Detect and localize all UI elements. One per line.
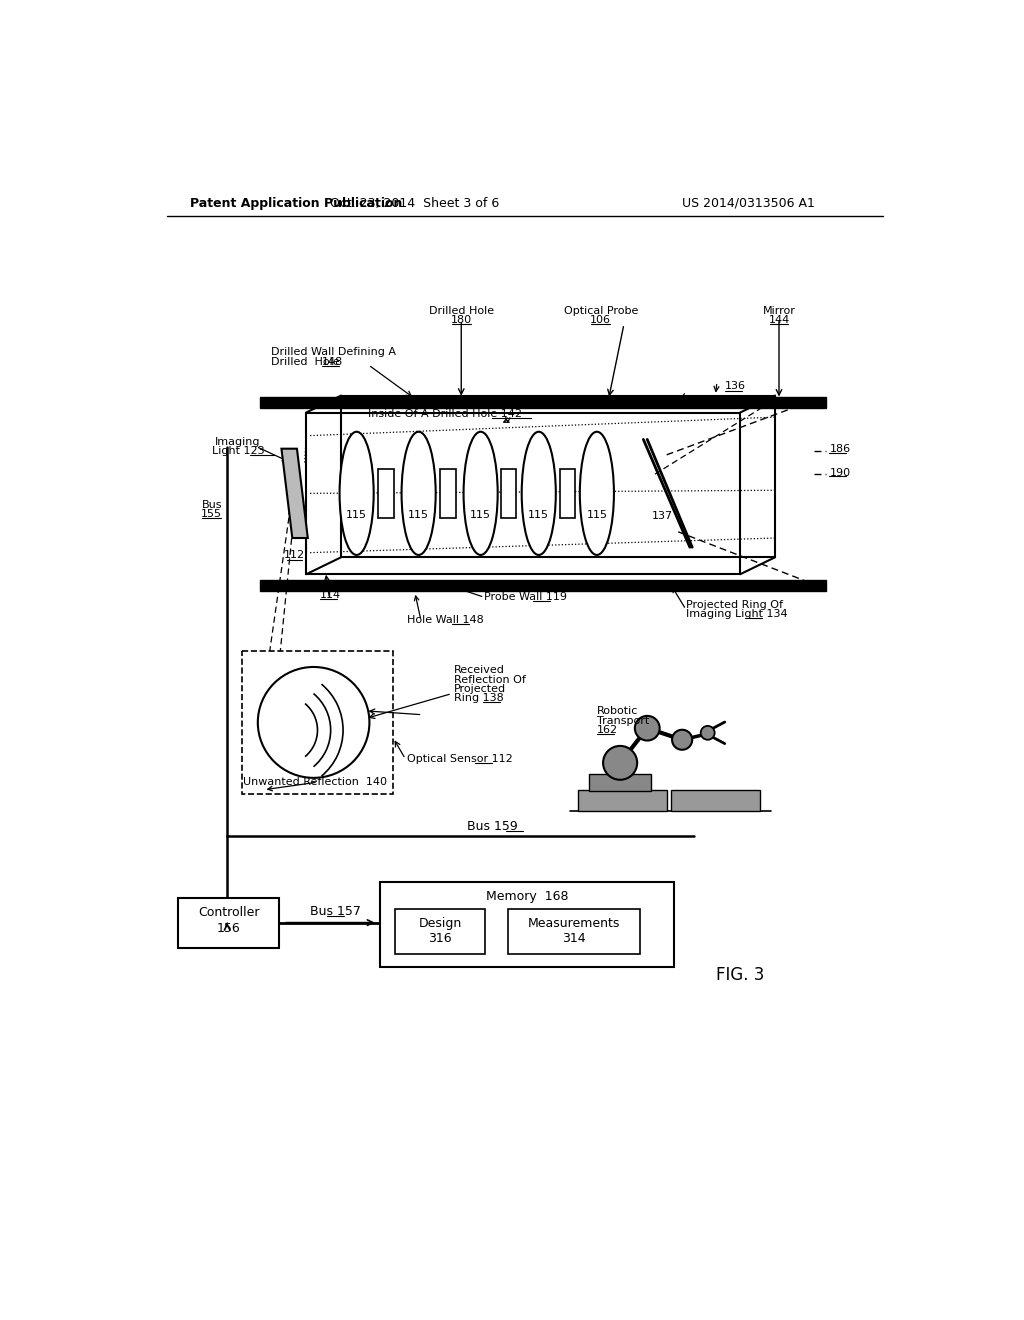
Circle shape xyxy=(700,726,715,739)
Text: 136: 136 xyxy=(725,381,745,391)
Text: Light 123: Light 123 xyxy=(212,446,264,455)
Text: Optical Sensor 112: Optical Sensor 112 xyxy=(407,754,513,764)
Text: Robotic: Robotic xyxy=(597,706,638,717)
Text: 162: 162 xyxy=(597,725,618,735)
Circle shape xyxy=(603,746,637,780)
Text: Unwanted Reflection  140: Unwanted Reflection 140 xyxy=(243,777,387,787)
Text: Memory  168: Memory 168 xyxy=(485,890,568,903)
Text: 156: 156 xyxy=(217,921,241,935)
Text: Transport: Transport xyxy=(597,715,649,726)
Text: Patent Application Publication: Patent Application Publication xyxy=(190,197,402,210)
Text: Hole Wall 148: Hole Wall 148 xyxy=(407,615,483,626)
Bar xyxy=(560,469,575,517)
Text: 180: 180 xyxy=(451,315,472,325)
Text: Inside Of A Drilled Hole 142: Inside Of A Drilled Hole 142 xyxy=(369,409,522,418)
Text: 115: 115 xyxy=(409,510,429,520)
Bar xyxy=(508,909,640,954)
Bar xyxy=(260,397,825,408)
Text: 137: 137 xyxy=(652,511,674,521)
Text: 115: 115 xyxy=(470,510,492,520)
Text: Lens: Lens xyxy=(321,581,346,591)
Bar xyxy=(395,909,484,954)
Text: Bus: Bus xyxy=(202,500,222,510)
Text: Imaging: Imaging xyxy=(215,437,261,446)
Ellipse shape xyxy=(401,432,435,554)
Text: 115: 115 xyxy=(528,510,549,520)
Text: 146: 146 xyxy=(682,395,703,405)
Ellipse shape xyxy=(580,432,614,554)
Text: Controller: Controller xyxy=(198,907,259,920)
Text: 186: 186 xyxy=(829,445,851,454)
Ellipse shape xyxy=(464,432,498,554)
Ellipse shape xyxy=(340,432,374,554)
Bar xyxy=(501,469,516,517)
Text: Projected Ring Of: Projected Ring Of xyxy=(686,601,783,610)
Polygon shape xyxy=(282,449,308,539)
Text: 316: 316 xyxy=(428,932,452,945)
Text: 112: 112 xyxy=(284,550,305,560)
Text: 148: 148 xyxy=(322,356,343,367)
Text: 314: 314 xyxy=(562,932,586,945)
Bar xyxy=(578,789,667,812)
Text: Measurements: Measurements xyxy=(527,916,620,929)
Bar xyxy=(671,789,760,812)
Text: FIG. 3: FIG. 3 xyxy=(716,966,765,983)
Text: 144: 144 xyxy=(768,315,790,325)
Bar xyxy=(380,882,675,966)
Bar xyxy=(178,898,280,948)
Bar xyxy=(440,469,456,517)
Text: Drilled Wall Defining A: Drilled Wall Defining A xyxy=(271,347,396,358)
Text: Oct. 23, 2014  Sheet 3 of 6: Oct. 23, 2014 Sheet 3 of 6 xyxy=(330,197,500,210)
Text: Projected: Projected xyxy=(454,684,506,694)
Text: 114: 114 xyxy=(321,590,341,601)
Ellipse shape xyxy=(521,432,556,554)
Bar xyxy=(589,775,651,791)
Text: Drilled  Hole: Drilled Hole xyxy=(271,356,343,367)
Text: Bus 157: Bus 157 xyxy=(310,906,361,919)
Bar xyxy=(260,581,825,591)
Text: Probe Wall 119: Probe Wall 119 xyxy=(484,593,567,602)
Circle shape xyxy=(672,730,692,750)
Text: Received: Received xyxy=(454,665,505,676)
Text: 106: 106 xyxy=(590,315,611,325)
Text: Bus 159: Bus 159 xyxy=(467,820,517,833)
Circle shape xyxy=(635,715,659,741)
Text: Imaging Light 134: Imaging Light 134 xyxy=(686,610,787,619)
Text: Optical Probe: Optical Probe xyxy=(563,306,638,315)
Bar xyxy=(242,651,393,793)
Text: Reflection Of: Reflection Of xyxy=(454,675,525,685)
Text: Ring 138: Ring 138 xyxy=(454,693,503,704)
Bar xyxy=(378,469,394,517)
Text: US 2014/0313506 A1: US 2014/0313506 A1 xyxy=(682,197,814,210)
Text: 115: 115 xyxy=(587,510,607,520)
Text: 115: 115 xyxy=(346,510,368,520)
Text: 190: 190 xyxy=(829,467,851,478)
Text: Drilled Hole: Drilled Hole xyxy=(429,306,494,315)
Text: Design: Design xyxy=(419,916,462,929)
Text: 155: 155 xyxy=(201,510,222,519)
Circle shape xyxy=(258,667,370,777)
Text: Mirror: Mirror xyxy=(763,306,796,315)
